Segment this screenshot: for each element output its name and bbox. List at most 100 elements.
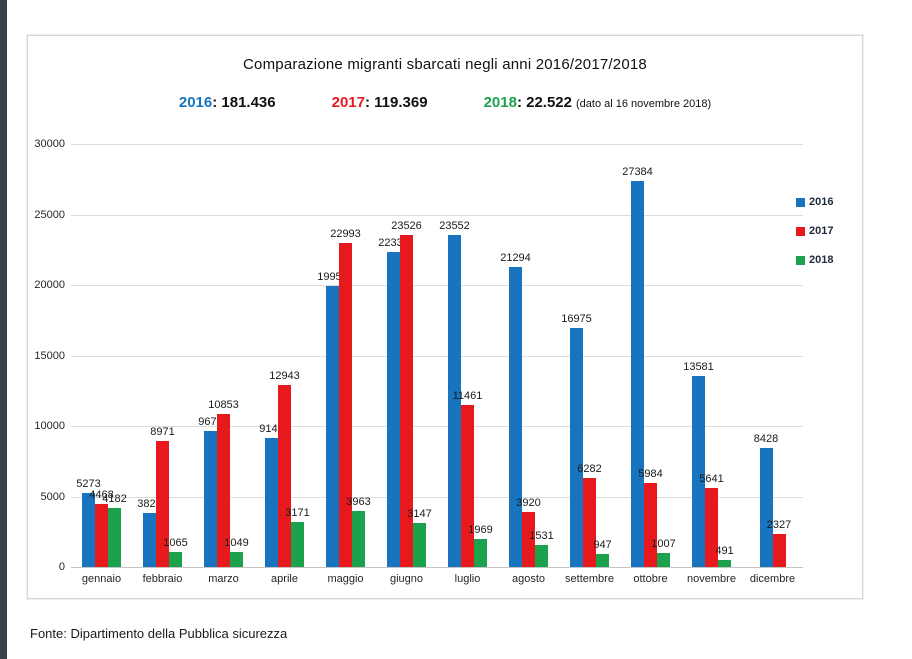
bar-maggio-2018: 3963 xyxy=(346,496,371,567)
y-tick-label: 20000 xyxy=(34,279,65,291)
bar-luglio-2017: 11461 xyxy=(453,390,482,567)
x-label-luglio: luglio xyxy=(454,573,481,585)
bar-value-label: 6282 xyxy=(577,463,602,476)
x-axis-labels: gennaio febbraio marzo aprile maggio giugno lu… xyxy=(71,573,803,585)
legend-label: 2018 xyxy=(809,254,834,266)
bar-value-label: 12943 xyxy=(269,369,300,382)
bar-value-label: 8971 xyxy=(150,425,175,438)
bar-ottobre-2018: 1007 xyxy=(651,538,676,567)
bar-ottobre-2017: 5984 xyxy=(638,468,663,567)
bar-value-label: 22993 xyxy=(330,227,361,240)
y-tick-label: 5000 xyxy=(40,490,65,503)
legend-swatch-icon xyxy=(796,226,805,236)
x-label-maggio: maggio xyxy=(327,573,364,585)
bar-value-label: 1531 xyxy=(529,530,554,543)
x-label-gennaio: gennaio xyxy=(81,573,122,585)
total-value: : 119.369 xyxy=(365,94,428,111)
bar-febbraio-2016: 3828 xyxy=(137,498,162,567)
total-2017: 2017: 119.369 xyxy=(332,94,428,111)
bar-group-febbraio: 3828 8971 1065 xyxy=(132,144,193,567)
y-tick-label: 0 xyxy=(58,561,65,573)
bar-value-label: 1049 xyxy=(224,537,249,550)
gridline-30000 xyxy=(71,144,803,145)
y-tick-label: 10000 xyxy=(34,420,65,432)
bar-value-label: 9149 xyxy=(259,423,284,435)
bar-value-label: 21294 xyxy=(500,251,531,264)
total-note: (dato al 16 novembre 2018) xyxy=(575,98,712,110)
bar-value-label: 23552 xyxy=(439,219,470,232)
bar-group-giugno: 22339 23526 3147 xyxy=(376,144,437,567)
bar-value-label: 9676 xyxy=(198,415,223,428)
total-year-label: 2016 xyxy=(178,94,213,111)
bar-value-label: 4468 xyxy=(89,489,114,501)
x-label-novembre: novembre xyxy=(687,573,736,585)
chart-legend: 2016 2017 2018 xyxy=(796,196,833,283)
bar-value-label: 23526 xyxy=(391,220,422,233)
bar-dicembre-2016: 8428 xyxy=(754,433,778,567)
x-label-dicembre: dicembre xyxy=(749,573,796,585)
x-label-giugno: giugno xyxy=(389,573,424,585)
bar-group-dicembre: 8428 2327 xyxy=(742,144,803,567)
bar-marzo-2017: 10853 xyxy=(208,399,239,567)
bar-group-novembre: 13581 5641 491 xyxy=(681,144,742,567)
total-year-label: 2017 xyxy=(331,94,365,111)
x-label-aprile: aprile xyxy=(271,573,298,585)
bar-group-gennaio: 5273 4468 4182 xyxy=(71,144,132,567)
bar-group-aprile: 9149 12943 3171 xyxy=(254,144,315,567)
page-left-border xyxy=(0,0,7,659)
bar-novembre-2016: 13581 xyxy=(683,361,714,567)
bar-settembre-2018: 947 xyxy=(593,539,612,567)
bar-group-agosto: 21294 3920 1531 xyxy=(498,144,559,567)
bar-value-label: 3171 xyxy=(285,507,310,520)
x-label-ottobre: ottobre xyxy=(633,573,668,585)
bar-value-label: 3147 xyxy=(407,507,432,520)
legend-item-2016: 2016 xyxy=(796,196,833,208)
legend-label: 2016 xyxy=(809,196,834,208)
gridline-15000 xyxy=(71,355,803,357)
bar-agosto-2016: 21294 xyxy=(500,252,531,567)
bar-value-label: 3963 xyxy=(346,496,371,509)
bar-settembre-2017: 6282 xyxy=(577,463,602,567)
bar-settembre-2016: 16975 xyxy=(561,313,592,567)
x-label-febbraio: febbraio xyxy=(142,573,183,585)
bar-value-label: 3920 xyxy=(516,496,541,509)
bar-value-label: 491 xyxy=(715,545,734,558)
bar-group-maggio: 19957 22993 3963 xyxy=(315,144,376,567)
bar-febbraio-2017: 8971 xyxy=(150,426,175,567)
bar-value-label: 27384 xyxy=(622,165,653,178)
bar-value-label: 16975 xyxy=(561,312,592,325)
gridline-5000 xyxy=(71,496,803,498)
bar-gennaio-2018: 4182 xyxy=(102,493,127,567)
bar-group-settembre: 16975 6282 947 xyxy=(559,144,620,567)
bar-marzo-2016: 9676 xyxy=(198,416,223,567)
bar-maggio-2016: 19957 xyxy=(317,271,348,567)
bar-value-label: 5984 xyxy=(638,467,663,480)
bar-aprile-2016: 9149 xyxy=(259,423,284,567)
legend-label: 2017 xyxy=(809,225,834,237)
legend-item-2017: 2017 xyxy=(796,225,833,237)
bar-value-label: 10853 xyxy=(208,399,239,411)
gridline-10000 xyxy=(71,426,803,427)
bar-value-label: 5641 xyxy=(699,472,724,485)
total-2018: 2018: 22.522 (dato al 16 novembre 2018) xyxy=(484,94,712,111)
total-value: : 181.436 xyxy=(212,94,276,111)
bar-gennaio-2016: 5273 xyxy=(76,478,101,567)
bar-value-label: 5273 xyxy=(76,477,101,490)
bar-marzo-2018: 1049 xyxy=(224,537,249,567)
bar-value-label: 1969 xyxy=(468,524,493,537)
chart-card: Comparazione migranti sbarcati negli ann… xyxy=(27,35,863,599)
y-tick-label: 30000 xyxy=(34,138,65,150)
bar-luglio-2018: 1969 xyxy=(468,524,493,567)
yearly-totals: 2016: 181.436 2017: 119.369 2018: 22.522 (d… xyxy=(28,94,862,111)
bar-febbraio-2018: 1065 xyxy=(163,537,188,567)
bar-value-label: 8428 xyxy=(753,433,779,446)
bar-maggio-2017: 22993 xyxy=(330,228,361,567)
bar-aprile-2018: 3171 xyxy=(285,507,310,567)
bar-value-label: 11461 xyxy=(452,390,483,403)
total-year-label: 2018 xyxy=(483,94,517,111)
bar-value-label: 947 xyxy=(593,538,612,551)
bar-aprile-2017: 12943 xyxy=(269,370,300,567)
bar-groups: 5273 4468 4182 3828 8971 1065 9676 10853 1049 914… xyxy=(71,144,803,567)
total-value: : 22.522 xyxy=(516,94,572,111)
gridline-0 xyxy=(71,567,803,568)
